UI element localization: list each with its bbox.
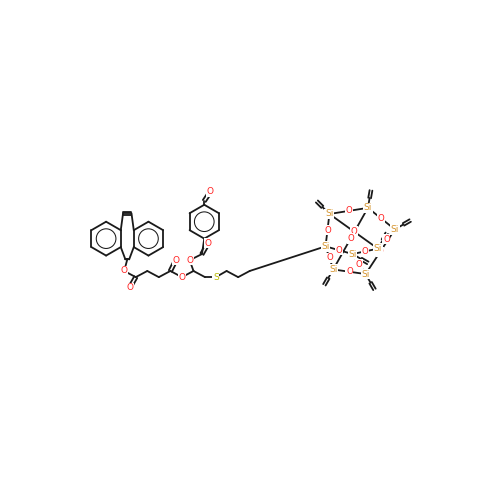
Text: O: O xyxy=(350,227,357,236)
Text: Si: Si xyxy=(329,265,338,274)
Text: O: O xyxy=(346,206,352,216)
Text: O: O xyxy=(326,254,333,262)
Text: O: O xyxy=(378,214,385,223)
Text: O: O xyxy=(347,234,354,243)
Text: Si: Si xyxy=(348,250,356,258)
Text: O: O xyxy=(377,247,384,256)
Text: O: O xyxy=(172,256,180,264)
Text: Si: Si xyxy=(374,244,382,253)
Text: O: O xyxy=(356,260,362,268)
Text: O: O xyxy=(207,187,214,196)
Text: S: S xyxy=(213,272,218,281)
Text: O: O xyxy=(204,239,212,248)
Text: O: O xyxy=(383,234,390,244)
Text: Si: Si xyxy=(362,270,370,278)
Text: O: O xyxy=(186,256,193,264)
Text: O: O xyxy=(126,284,133,292)
Text: O: O xyxy=(324,226,331,234)
Text: O: O xyxy=(346,267,353,276)
Text: O: O xyxy=(120,266,128,276)
Text: Si: Si xyxy=(390,225,399,234)
Text: Si: Si xyxy=(325,210,334,218)
Text: O: O xyxy=(336,246,342,254)
Text: O: O xyxy=(178,272,186,281)
Text: Si: Si xyxy=(322,242,330,251)
Text: Si: Si xyxy=(364,204,372,212)
Text: O: O xyxy=(362,247,368,256)
